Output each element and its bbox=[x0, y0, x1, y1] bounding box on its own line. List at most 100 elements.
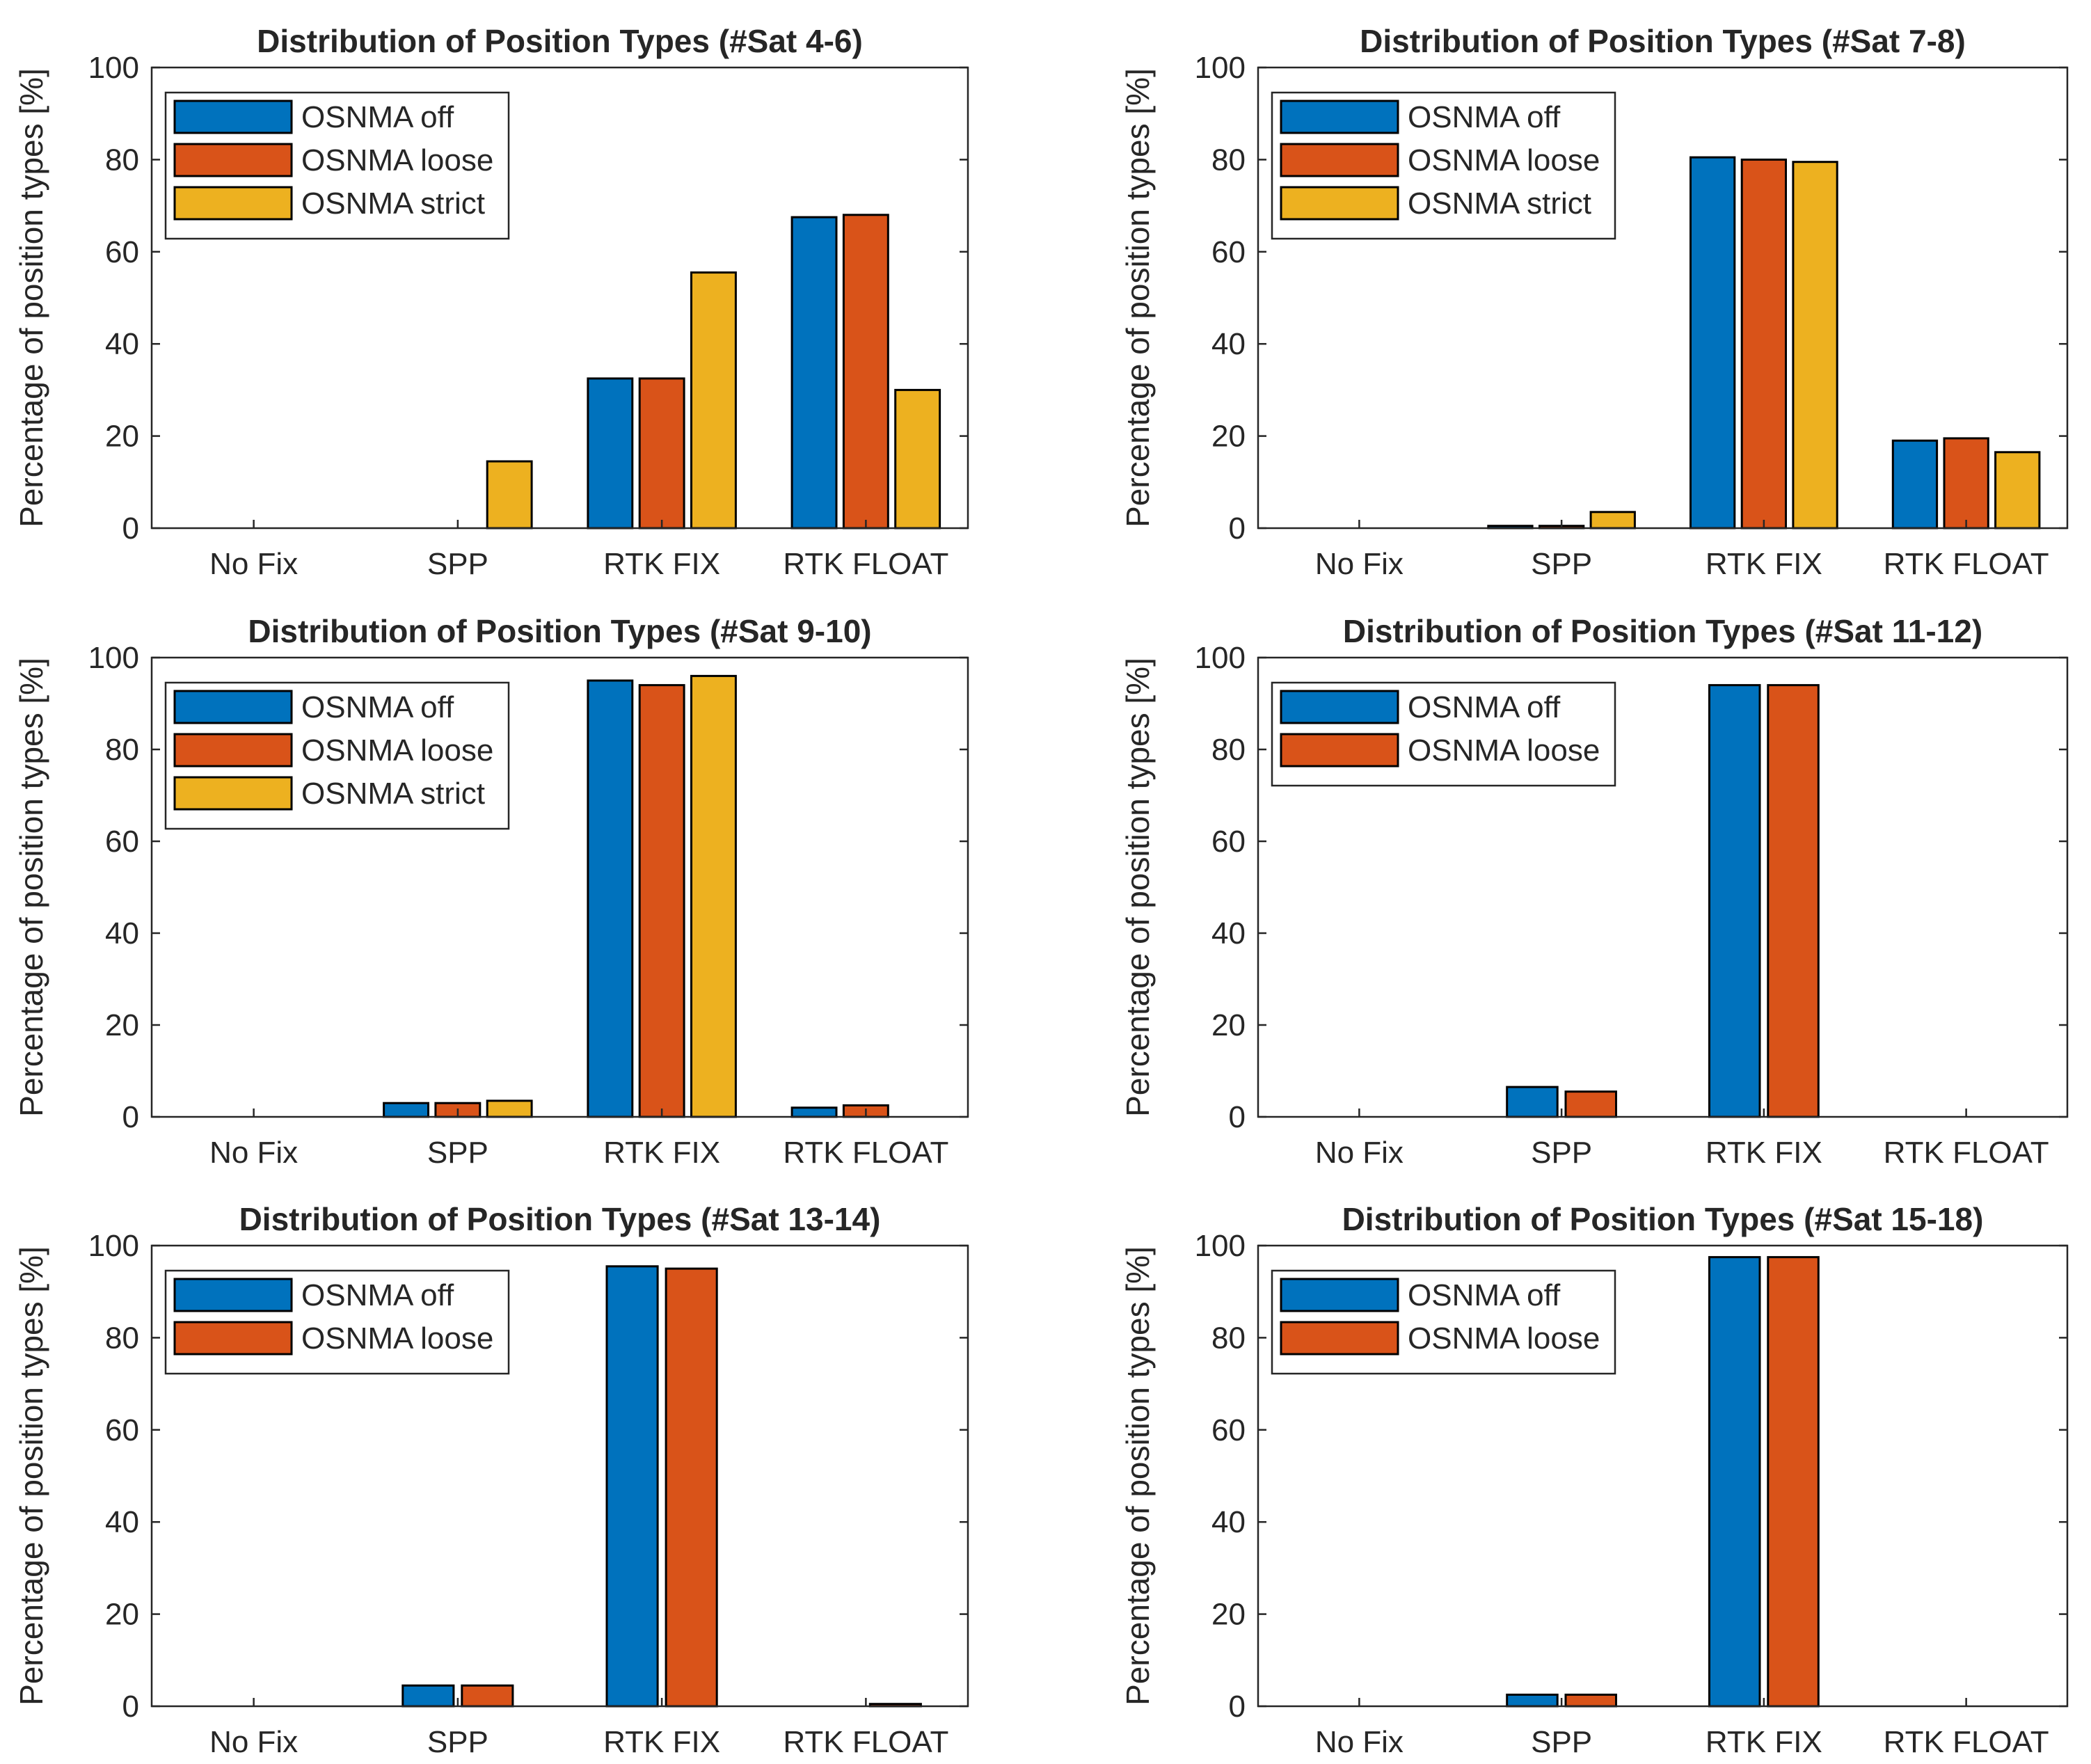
legend-label: OSNMA loose bbox=[1408, 1321, 1600, 1356]
bar-osnma-off-rtk-fix bbox=[587, 377, 634, 530]
chart-title: Distribution of Position Types (#Sat 13-… bbox=[239, 1201, 881, 1237]
x-tick-label: No Fix bbox=[1315, 1136, 1404, 1170]
bar-osnma-loose-rtk-fix bbox=[1767, 684, 1820, 1118]
legend-label: OSNMA strict bbox=[1408, 186, 1591, 221]
legend: OSNMA off OSNMA loose OSNMA strict bbox=[164, 681, 510, 830]
y-tick-label: 20 bbox=[1211, 1598, 1246, 1632]
legend: OSNMA off OSNMA loose bbox=[164, 1269, 510, 1375]
chart-title: Distribution of Position Types (#Sat 7-8… bbox=[1360, 23, 1966, 59]
bar-osnma-loose-rtk-fix bbox=[638, 684, 685, 1118]
bar-osnma-loose-rtk-fix bbox=[1740, 158, 1787, 530]
legend-label: OSNMA strict bbox=[301, 777, 485, 811]
y-tick-label: 60 bbox=[1211, 825, 1246, 859]
bar-osnma-strict-rtk-fix bbox=[690, 271, 737, 530]
chart-panel-1: 0 20 40 60 80 100 No Fix SPP RTK FIX RTK FLOAT Dis… bbox=[13, 23, 969, 581]
x-tick-label: RTK FIX bbox=[603, 1136, 720, 1170]
y-tick-label: 100 bbox=[88, 641, 139, 675]
y-tick-label: 80 bbox=[105, 1321, 139, 1355]
legend-swatch-osnma-loose bbox=[1280, 1321, 1399, 1356]
y-tick-label: 40 bbox=[105, 916, 139, 951]
bar-osnma-loose-spp bbox=[1564, 1693, 1617, 1708]
chart-panel-4: 0 20 40 60 80 100 No Fix SPP RTK FIX RTK FLOAT Dis… bbox=[1120, 613, 2069, 1170]
y-tick-label: 60 bbox=[105, 1413, 139, 1447]
y-tick-label: 100 bbox=[1195, 51, 1246, 85]
x-tick-label: RTK FIX bbox=[603, 1725, 720, 1759]
x-tick-label: SPP bbox=[1531, 547, 1592, 581]
chart-title: Distribution of Position Types (#Sat 15-… bbox=[1342, 1201, 1984, 1237]
legend-swatch-osnma-strict bbox=[173, 186, 293, 221]
y-tick-label: 100 bbox=[88, 1229, 139, 1263]
bar-osnma-strict-rtk-float bbox=[1994, 451, 2041, 530]
x-tick-label: SPP bbox=[427, 1136, 488, 1170]
chart-title: Distribution of Position Types (#Sat 4-6… bbox=[257, 23, 863, 59]
bar-osnma-loose-rtk-float bbox=[1943, 437, 1989, 530]
legend: OSNMA off OSNMA loose bbox=[1271, 1269, 1616, 1375]
bar-osnma-off-rtk-float bbox=[1891, 439, 1939, 530]
y-tick-label: 40 bbox=[1211, 916, 1246, 951]
legend: OSNMA off OSNMA loose bbox=[1271, 681, 1616, 787]
legend-label: OSNMA loose bbox=[301, 733, 493, 768]
bar-osnma-off-rtk-fix bbox=[1690, 156, 1736, 530]
bar-osnma-off-rtk-fix bbox=[587, 679, 634, 1118]
y-tick-label: 60 bbox=[1211, 235, 1246, 269]
chart-panel-3: 0 20 40 60 80 100 No Fix SPP RTK FIX RTK FLOAT Dis… bbox=[13, 613, 969, 1170]
legend-swatch-osnma-loose bbox=[1280, 143, 1399, 177]
y-tick-label: 20 bbox=[105, 1008, 139, 1042]
y-tick-label: 20 bbox=[1211, 420, 1246, 454]
bar-osnma-loose-spp bbox=[461, 1684, 514, 1708]
y-tick-label: 40 bbox=[105, 1505, 139, 1539]
bar-osnma-off-spp bbox=[383, 1102, 429, 1118]
bar-osnma-off-rtk-float bbox=[790, 216, 838, 530]
y-tick-label: 40 bbox=[105, 327, 139, 361]
legend-swatch-osnma-off bbox=[173, 690, 293, 724]
legend-label: OSNMA loose bbox=[301, 1321, 493, 1356]
y-tick-label: 80 bbox=[105, 143, 139, 177]
bar-osnma-off-rtk-float bbox=[790, 1106, 838, 1118]
legend-label: OSNMA loose bbox=[1408, 733, 1600, 768]
bar-osnma-strict-rtk-float bbox=[894, 388, 941, 530]
legend-swatch-osnma-off bbox=[1280, 690, 1399, 724]
x-tick-label: RTK FLOAT bbox=[783, 1725, 948, 1759]
y-tick-label: 20 bbox=[105, 1598, 139, 1632]
legend: OSNMA off OSNMA loose OSNMA strict bbox=[1271, 91, 1616, 240]
bar-osnma-strict-spp bbox=[486, 1099, 533, 1118]
x-tick-label: No Fix bbox=[209, 1136, 298, 1170]
axes-box bbox=[1257, 656, 2069, 1118]
y-tick-label: 100 bbox=[1195, 641, 1246, 675]
legend-swatch-osnma-loose bbox=[1280, 733, 1399, 768]
bar-osnma-off-rtk-fix bbox=[1708, 684, 1761, 1118]
bar-osnma-loose-rtk-fix bbox=[1767, 1256, 1820, 1708]
bar-osnma-off-spp bbox=[401, 1684, 455, 1708]
bar-osnma-loose-spp bbox=[1564, 1090, 1617, 1118]
legend-swatch-osnma-loose bbox=[173, 143, 293, 177]
bar-osnma-off-spp bbox=[1506, 1086, 1559, 1118]
y-axis-label: Percentage of position types [%] bbox=[1120, 1246, 1156, 1706]
legend-label: OSNMA off bbox=[1408, 1278, 1561, 1312]
x-tick-label: No Fix bbox=[209, 547, 298, 581]
legend-swatch-osnma-off bbox=[173, 100, 293, 134]
x-tick-label: RTK FLOAT bbox=[1884, 1136, 2049, 1170]
y-tick-label: 60 bbox=[1211, 1413, 1246, 1447]
x-tick-label: RTK FIX bbox=[1706, 547, 1822, 581]
x-tick-label: No Fix bbox=[1315, 547, 1404, 581]
y-tick-label: 0 bbox=[122, 1690, 139, 1724]
y-tick-label: 20 bbox=[1211, 1008, 1246, 1042]
axes-box bbox=[150, 1244, 969, 1708]
y-axis-label: Percentage of position types [%] bbox=[13, 658, 49, 1117]
y-tick-label: 80 bbox=[1211, 143, 1246, 177]
x-tick-label: SPP bbox=[1531, 1725, 1592, 1759]
legend-label: OSNMA off bbox=[301, 690, 454, 724]
legend-swatch-osnma-off bbox=[173, 1278, 293, 1312]
x-tick-label: RTK FLOAT bbox=[783, 547, 948, 581]
axes-box bbox=[150, 66, 969, 530]
x-tick-label: RTK FIX bbox=[603, 547, 720, 581]
bar-osnma-loose-rtk-fix bbox=[665, 1267, 718, 1708]
chart-panel-2: 0 20 40 60 80 100 No Fix SPP RTK FIX RTK FLOAT Dis… bbox=[1120, 23, 2069, 581]
chart-panel-5: 0 20 40 60 80 100 No Fix SPP RTK FIX RTK FLOAT Dis… bbox=[13, 1201, 969, 1759]
legend-label: OSNMA loose bbox=[301, 143, 493, 177]
x-tick-label: RTK FLOAT bbox=[1884, 547, 2049, 581]
y-tick-label: 100 bbox=[88, 51, 139, 85]
legend-label: OSNMA loose bbox=[1408, 143, 1600, 177]
x-tick-label: SPP bbox=[427, 1725, 488, 1759]
